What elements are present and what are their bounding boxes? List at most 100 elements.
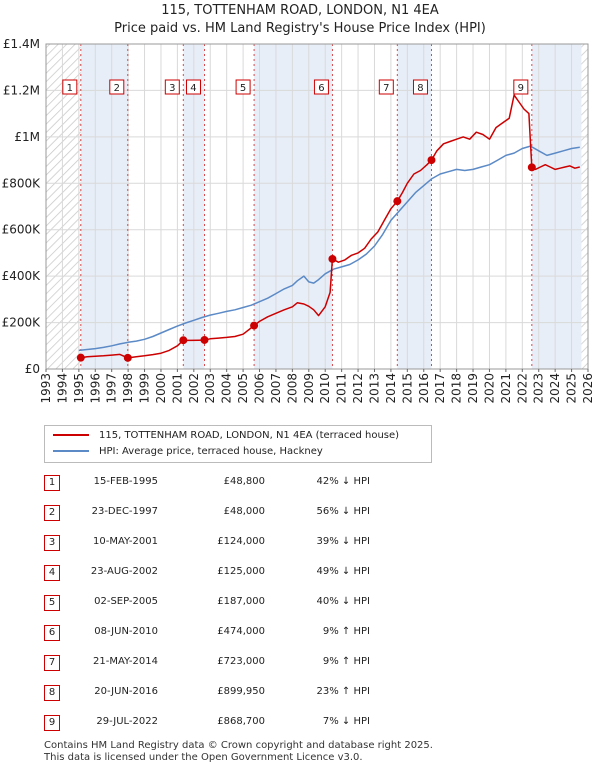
sale-date: 21-MAY-2014	[92, 656, 158, 667]
sale-date: 08-JUN-2010	[94, 626, 158, 637]
x-tick-label: 2026	[581, 373, 595, 404]
y-tick-label: £200K	[2, 316, 42, 330]
sale-marker-box	[378, 79, 394, 95]
sale-marker-box	[513, 79, 529, 95]
sale-number-badge: 2	[44, 505, 60, 521]
sale-marker-box	[412, 79, 428, 95]
y-tick-label: £1M	[14, 130, 40, 144]
sale-row: 8 20-JUN-2016 £899,950 23% ↑ HPI	[0, 682, 600, 702]
sale-date: 29-JUL-2022	[96, 716, 158, 727]
sale-price: £723,000	[217, 656, 265, 667]
sale-marker-box	[235, 79, 251, 95]
sale-point	[123, 353, 132, 362]
sale-hpi-diff: 23% ↑ HPI	[316, 686, 370, 697]
x-tick-label: 1997	[105, 373, 119, 404]
sale-row: 1 15-FEB-1995 £48,800 42% ↓ HPI	[0, 472, 600, 492]
y-tick-label: £1.2M	[3, 83, 40, 97]
y-tick-label: £400K	[2, 269, 42, 283]
sale-hpi-diff: 9% ↑ HPI	[322, 626, 370, 637]
x-tick-label: 2011	[335, 373, 349, 404]
sale-number-badge: 9	[44, 715, 60, 731]
sale-point	[328, 254, 337, 263]
sale-hpi-diff: 9% ↑ HPI	[322, 656, 370, 667]
sale-number-badge: 4	[44, 565, 60, 581]
x-tick-label: 2015	[400, 373, 414, 404]
x-tick-label: 2000	[154, 373, 168, 404]
x-tick-label: 2023	[532, 373, 546, 404]
sale-marker-box	[62, 79, 78, 95]
x-tick-label: 2009	[302, 373, 316, 404]
x-tick-label: 2013	[367, 373, 381, 404]
sale-row: 9 29-JUL-2022 £868,700 7% ↓ HPI	[0, 712, 600, 732]
y-tick-label: £0	[25, 362, 40, 376]
sale-number-badge: 8	[44, 685, 60, 701]
legend: 115, TOTTENHAM ROAD, LONDON, N1 4EA (ter…	[44, 425, 432, 463]
legend-hpi-label: HPI: Average price, terraced house, Hack…	[99, 446, 323, 457]
x-tick-label: 2008	[285, 373, 299, 404]
footer-copyright: Contains HM Land Registry data © Crown c…	[44, 740, 433, 751]
sale-marker-box	[164, 79, 180, 95]
sale-marker-box	[185, 79, 201, 95]
x-tick-label: 1993	[39, 373, 53, 404]
ownership-shade	[531, 44, 582, 369]
x-tick-label: 1995	[72, 373, 86, 404]
sale-marker-label: 1	[67, 83, 73, 94]
x-tick-label: 2024	[548, 373, 562, 404]
sale-point	[393, 197, 402, 206]
sale-marker-label: 2	[114, 83, 120, 94]
legend-price-swatch	[53, 434, 89, 436]
sale-hpi-diff: 39% ↓ HPI	[316, 536, 370, 547]
x-tick-label: 2006	[253, 373, 267, 404]
sale-marker-label: 4	[190, 83, 196, 94]
sale-hpi-diff: 56% ↓ HPI	[316, 506, 370, 517]
sale-price: £474,000	[217, 626, 265, 637]
x-tick-label: 2014	[384, 373, 398, 404]
sale-price: £124,000	[217, 536, 265, 547]
legend-hpi-swatch	[53, 450, 89, 452]
x-tick-label: 2025	[565, 373, 579, 404]
x-tick-label: 2012	[351, 373, 365, 404]
x-tick-label: 1994	[55, 373, 69, 404]
title-subtitle: Price paid vs. HM Land Registry's House …	[114, 21, 486, 36]
sale-date: 23-AUG-2002	[90, 566, 158, 577]
sale-row: 7 21-MAY-2014 £723,000 9% ↑ HPI	[0, 652, 600, 672]
title-address: 115, TOTTENHAM ROAD, LONDON, N1 4EA	[161, 3, 439, 18]
sale-row: 6 08-JUN-2010 £474,000 9% ↑ HPI	[0, 622, 600, 642]
x-tick-label: 2020	[482, 373, 496, 404]
hpi-line	[78, 145, 580, 352]
sale-point	[427, 156, 436, 165]
legend-price-label: 115, TOTTENHAM ROAD, LONDON, N1 4EA (ter…	[99, 430, 400, 441]
sale-marker-label: 9	[518, 83, 524, 94]
x-tick-label: 2016	[417, 373, 431, 404]
legend-hpi: HPI: Average price, terraced house, Hack…	[53, 444, 323, 460]
sale-number-badge: 7	[44, 655, 60, 671]
sale-marker-label: 3	[169, 83, 175, 94]
x-tick-label: 1996	[88, 373, 102, 404]
legend-price: 115, TOTTENHAM ROAD, LONDON, N1 4EA (ter…	[53, 428, 399, 444]
plot-border	[45, 43, 589, 370]
sale-marker-label: 7	[383, 83, 389, 94]
sale-hpi-diff: 49% ↓ HPI	[316, 566, 370, 577]
sale-hpi-diff: 7% ↓ HPI	[322, 716, 370, 727]
x-tick-label: 2001	[170, 373, 184, 404]
sale-marker-label: 6	[318, 83, 324, 94]
sale-date: 02-SEP-2005	[94, 596, 158, 607]
sale-price: £899,950	[217, 686, 265, 697]
sale-point	[179, 336, 188, 345]
sale-price: £125,000	[217, 566, 265, 577]
x-tick-label: 2010	[318, 373, 332, 404]
chart-title: 115, TOTTENHAM ROAD, LONDON, N1 4EA Pric…	[0, 2, 600, 38]
price-chart: 1 2 3 4 5 6 7 8 9 £0 £200K £400K £600K £800K £1M £1.2M…	[2, 37, 595, 404]
sale-marker-label: 8	[417, 83, 423, 94]
sale-row: 4 23-AUG-2002 £125,000 49% ↓ HPI	[0, 562, 600, 582]
y-tick-label: £600K	[2, 223, 42, 237]
sale-number-badge: 6	[44, 625, 60, 641]
x-tick-label: 2019	[466, 373, 480, 404]
sale-point	[250, 321, 259, 330]
hatched-region	[581, 44, 588, 369]
sale-date: 23-DEC-1997	[91, 506, 158, 517]
x-tick-label: 2022	[515, 373, 529, 404]
x-tick-label: 1999	[138, 373, 152, 404]
sale-point	[527, 163, 536, 172]
